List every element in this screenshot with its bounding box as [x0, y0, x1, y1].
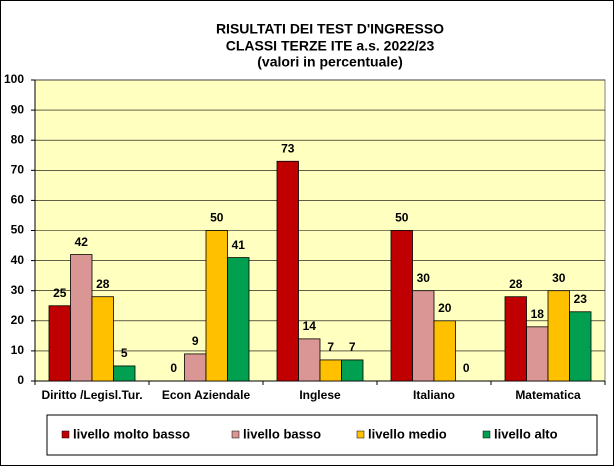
data-label: 50	[210, 211, 224, 225]
legend-label: livello alto	[494, 426, 558, 441]
data-label: 18	[531, 307, 545, 321]
legend-label: livello medio	[368, 426, 447, 441]
bar	[412, 290, 435, 382]
data-label: 0	[463, 361, 470, 375]
y-tick-label: 50	[11, 223, 25, 237]
bar	[341, 359, 364, 382]
data-label: 50	[395, 211, 409, 225]
legend-label: livello basso	[243, 426, 321, 441]
legend-swatch	[61, 430, 70, 439]
bar	[547, 290, 570, 382]
bar	[319, 359, 342, 382]
bar	[390, 230, 413, 382]
data-label: 0	[170, 361, 177, 375]
y-tick-label: 10	[11, 343, 25, 357]
chart-subtitle: (valori in percentuale)	[257, 54, 402, 70]
data-label: 23	[574, 292, 588, 306]
chart-title: RISULTATI DEI TEST D'INGRESSO	[216, 21, 444, 37]
y-tick-label: 70	[11, 162, 25, 176]
bar	[184, 353, 207, 382]
bar	[113, 365, 136, 382]
data-label: 28	[96, 277, 110, 291]
x-tick-label: Econ Aziendale	[162, 388, 251, 402]
legend-swatch	[231, 430, 240, 439]
bar	[70, 254, 93, 382]
bar	[91, 296, 114, 382]
data-label: 9	[192, 334, 199, 348]
bar	[48, 305, 71, 382]
chart-title: CLASSI TERZE ITE a.s. 2022/23	[226, 38, 435, 54]
bar	[433, 320, 456, 382]
data-label: 25	[53, 286, 67, 300]
y-tick-label: 0	[17, 373, 24, 387]
bar	[298, 338, 321, 382]
data-label: 30	[417, 271, 431, 285]
data-label: 14	[303, 319, 317, 333]
y-tick-label: 40	[11, 253, 25, 267]
data-label: 7	[327, 340, 334, 354]
bar	[526, 326, 549, 382]
data-label: 28	[509, 277, 523, 291]
legend-label: livello molto basso	[73, 426, 190, 441]
y-tick-label: 80	[11, 132, 25, 146]
data-label: 42	[75, 235, 89, 249]
x-tick-label: Inglese	[299, 388, 341, 402]
x-tick-label: Diritto /Legisl.Tur.	[41, 388, 142, 402]
y-tick-label: 20	[11, 313, 25, 327]
data-label: 41	[232, 238, 246, 252]
legend-swatch	[356, 430, 365, 439]
bar	[504, 296, 527, 382]
data-label: 20	[438, 301, 452, 315]
bar	[569, 311, 592, 382]
data-label: 73	[281, 141, 295, 155]
y-tick-label: 60	[11, 193, 25, 207]
y-tick-label: 100	[4, 72, 24, 86]
x-tick-label: Matematica	[515, 388, 581, 402]
bar	[227, 257, 250, 382]
bar	[205, 230, 228, 382]
data-label: 5	[121, 346, 128, 360]
bar	[276, 160, 299, 382]
data-label: 7	[349, 340, 356, 354]
legend-swatch	[482, 430, 491, 439]
data-label: 30	[552, 271, 566, 285]
legend-box	[46, 414, 598, 456]
y-tick-label: 30	[11, 283, 25, 297]
x-tick-label: Italiano	[413, 388, 455, 402]
y-tick-label: 90	[11, 102, 25, 116]
